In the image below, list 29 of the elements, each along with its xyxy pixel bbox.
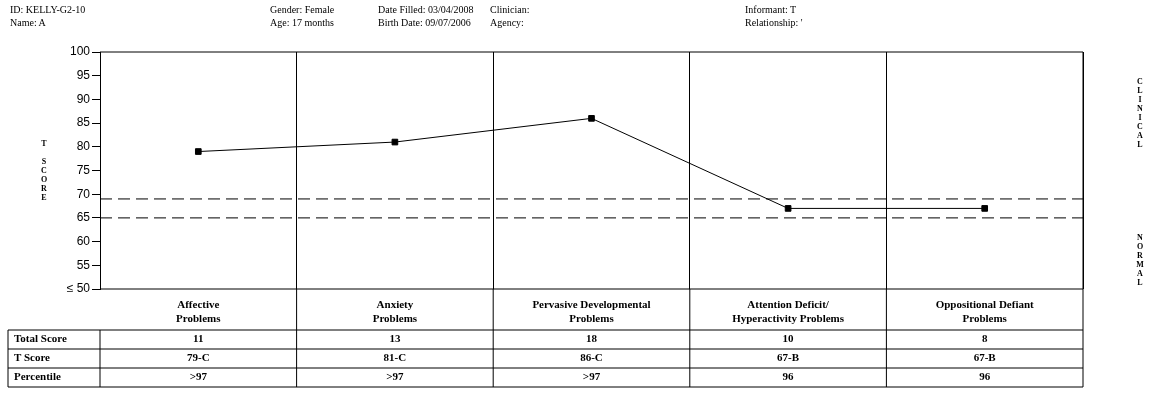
y-tick-label: 70 xyxy=(76,186,91,201)
y-tick-label: 100 xyxy=(69,44,91,59)
text: Clinician: xyxy=(490,4,530,15)
y-tick-label: 95 xyxy=(76,68,91,83)
y-tick-label: 90 xyxy=(76,91,91,106)
x-tick-label: Anxiety Problems xyxy=(372,298,418,324)
text: Gender: Female xyxy=(270,4,335,15)
y-tick-label: 55 xyxy=(76,257,91,272)
text: Agency: xyxy=(490,17,524,28)
y-tick-label: 60 xyxy=(76,233,91,248)
y-tick-label: 80 xyxy=(76,139,91,154)
text: NORMAL xyxy=(1136,233,1145,288)
x-tick-label: Attention Deficit/ Hyperactivity Problems xyxy=(732,298,845,324)
x-tick-label: Affective Problems xyxy=(176,298,222,324)
text: Date Filled: 03/04/2008 xyxy=(378,4,474,15)
y-tick-label: 85 xyxy=(76,115,91,130)
text: Birth Date: 09/07/2006 xyxy=(378,17,471,28)
text: Name: A xyxy=(10,17,46,28)
text: Informant: T xyxy=(745,4,797,15)
text: CLINICAL xyxy=(1137,77,1144,150)
y-tick-label: 65 xyxy=(76,210,91,225)
text: Age: 17 months xyxy=(270,17,334,28)
x-tick-label: Oppositional Defiant Problems xyxy=(935,298,1035,324)
x-tick-label: Pervasive Developmental Problems xyxy=(532,298,651,324)
y-axis-title: T SCORE xyxy=(40,138,48,202)
text: ID: KELLY-G2-10 xyxy=(10,4,86,15)
y-tick-label: 75 xyxy=(76,162,91,177)
text: Relationship: ' xyxy=(745,17,803,28)
y-tick-label: ≤ 50 xyxy=(66,281,91,296)
